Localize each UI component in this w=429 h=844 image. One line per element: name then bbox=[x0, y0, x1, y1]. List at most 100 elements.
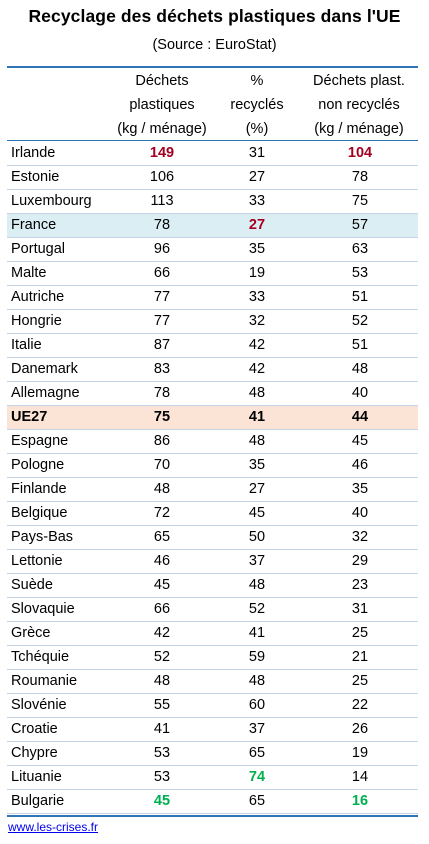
country-cell: Allemagne bbox=[11, 385, 80, 401]
waste-cell: 87 bbox=[153, 337, 171, 353]
country-cell: Suède bbox=[11, 577, 53, 593]
table-row: Slovaquie 66 52 31 bbox=[7, 598, 418, 622]
table-row: Lituanie 53 74 14 bbox=[7, 766, 418, 790]
country-cell: Belgique bbox=[11, 505, 68, 521]
country-cell: Lituanie bbox=[11, 769, 62, 785]
recycled-cell: 41 bbox=[248, 409, 266, 425]
country-cell: Grèce bbox=[11, 625, 51, 641]
non-recycled-cell: 48 bbox=[351, 361, 369, 377]
bottom-rule bbox=[7, 815, 418, 817]
waste-cell: 66 bbox=[153, 265, 171, 281]
header-rule bbox=[7, 140, 418, 141]
country-cell: Slovénie bbox=[11, 697, 67, 713]
waste-cell: 96 bbox=[153, 241, 171, 257]
recycled-cell: 74 bbox=[248, 769, 266, 785]
recycled-cell: 35 bbox=[248, 241, 266, 257]
header-recycled-line2: recyclés bbox=[230, 97, 284, 113]
country-cell: Danemark bbox=[11, 361, 78, 377]
source-link[interactable]: www.les-crises.fr bbox=[8, 820, 99, 834]
country-cell: Autriche bbox=[11, 289, 65, 305]
recycled-cell: 42 bbox=[248, 361, 266, 377]
table-row: Estonie 106 27 78 bbox=[7, 166, 418, 190]
waste-cell: 55 bbox=[153, 697, 171, 713]
non-recycled-cell: 53 bbox=[351, 265, 369, 281]
recycled-cell: 33 bbox=[248, 193, 266, 209]
non-recycled-cell: 25 bbox=[351, 673, 369, 689]
waste-cell: 52 bbox=[153, 649, 171, 665]
non-recycled-cell: 21 bbox=[351, 649, 369, 665]
recycled-cell: 48 bbox=[248, 433, 266, 449]
country-cell: Croatie bbox=[11, 721, 58, 737]
table-row: Slovénie 55 60 22 bbox=[7, 694, 418, 718]
header-recycled-line3: (%) bbox=[245, 121, 269, 137]
recycled-cell: 60 bbox=[248, 697, 266, 713]
table-row: Lettonie 46 37 29 bbox=[7, 550, 418, 574]
non-recycled-cell: 16 bbox=[351, 793, 369, 809]
non-recycled-cell: 52 bbox=[351, 313, 369, 329]
recycled-cell: 37 bbox=[248, 721, 266, 737]
non-recycled-cell: 44 bbox=[351, 409, 369, 425]
non-recycled-cell: 104 bbox=[347, 145, 373, 161]
header-non-recycled-line3: (kg / ménage) bbox=[314, 121, 404, 137]
recycled-cell: 59 bbox=[248, 649, 266, 665]
recycled-cell: 48 bbox=[248, 577, 266, 593]
recycled-cell: 35 bbox=[248, 457, 266, 473]
country-cell: UE27 bbox=[11, 409, 48, 425]
header-non-recycled: Déchets plast. non recyclés (kg / ménage… bbox=[300, 69, 418, 141]
non-recycled-cell: 22 bbox=[351, 697, 369, 713]
recycled-cell: 52 bbox=[248, 601, 266, 617]
non-recycled-cell: 51 bbox=[351, 289, 369, 305]
waste-cell: 48 bbox=[153, 673, 171, 689]
waste-cell: 106 bbox=[149, 169, 175, 185]
non-recycled-cell: 31 bbox=[351, 601, 369, 617]
waste-cell: 45 bbox=[153, 793, 171, 809]
table-row: Portugal 96 35 63 bbox=[7, 238, 418, 262]
recycled-cell: 27 bbox=[248, 169, 266, 185]
waste-cell: 42 bbox=[153, 625, 171, 641]
non-recycled-cell: 23 bbox=[351, 577, 369, 593]
non-recycled-cell: 25 bbox=[351, 625, 369, 641]
recycled-cell: 65 bbox=[248, 745, 266, 761]
recycled-cell: 31 bbox=[248, 145, 266, 161]
country-cell: Roumanie bbox=[11, 673, 78, 689]
country-cell: Italie bbox=[11, 337, 42, 353]
waste-cell: 83 bbox=[153, 361, 171, 377]
recycled-cell: 45 bbox=[248, 505, 266, 521]
waste-cell: 149 bbox=[149, 145, 175, 161]
country-cell: Estonie bbox=[11, 169, 60, 185]
country-cell: Espagne bbox=[11, 433, 69, 449]
country-cell: Malte bbox=[11, 265, 47, 281]
waste-cell: 65 bbox=[153, 529, 171, 545]
non-recycled-cell: 63 bbox=[351, 241, 369, 257]
country-cell: France bbox=[11, 217, 57, 233]
non-recycled-cell: 14 bbox=[351, 769, 369, 785]
waste-cell: 77 bbox=[153, 289, 171, 305]
header-non-recycled-line2: non recyclés bbox=[318, 97, 400, 113]
table-row: Pologne 70 35 46 bbox=[7, 454, 418, 478]
table-row: Malte 66 19 53 bbox=[7, 262, 418, 286]
waste-cell: 41 bbox=[153, 721, 171, 737]
waste-cell: 53 bbox=[153, 769, 171, 785]
waste-cell: 113 bbox=[150, 193, 174, 209]
recycled-cell: 48 bbox=[248, 385, 266, 401]
header-recycled-line1: % bbox=[250, 73, 264, 89]
waste-cell: 48 bbox=[153, 481, 171, 497]
country-cell: Pologne bbox=[11, 457, 65, 473]
country-cell: Lettonie bbox=[11, 553, 63, 569]
country-cell: Chypre bbox=[11, 745, 58, 761]
table-row: UE27 75 41 44 bbox=[7, 406, 418, 430]
table-row: France 78 27 57 bbox=[7, 214, 418, 238]
non-recycled-cell: 78 bbox=[351, 169, 369, 185]
non-recycled-cell: 32 bbox=[351, 529, 369, 545]
recycled-cell: 65 bbox=[248, 793, 266, 809]
waste-cell: 75 bbox=[153, 409, 171, 425]
waste-cell: 86 bbox=[153, 433, 171, 449]
country-cell: Portugal bbox=[11, 241, 66, 257]
waste-cell: 45 bbox=[153, 577, 171, 593]
non-recycled-cell: 40 bbox=[351, 385, 369, 401]
table-row: Autriche 77 33 51 bbox=[7, 286, 418, 310]
country-cell: Bulgarie bbox=[11, 793, 65, 809]
non-recycled-cell: 51 bbox=[351, 337, 369, 353]
chart-title: Recyclage des déchets plastiques dans l'… bbox=[28, 6, 401, 26]
waste-cell: 53 bbox=[153, 745, 171, 761]
